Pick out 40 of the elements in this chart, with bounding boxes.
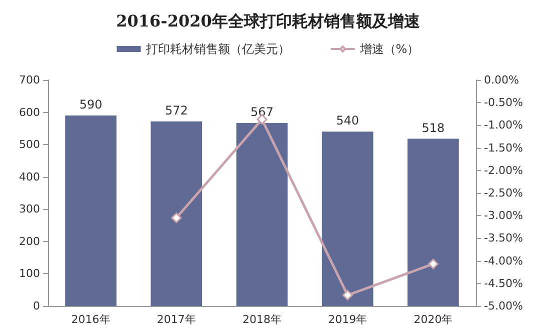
bar <box>150 121 202 306</box>
y2-tick-label: 0.00% <box>484 74 519 86</box>
x-tick-label: 2020年 <box>414 313 453 326</box>
point <box>342 290 353 300</box>
y2-tick-label: -4.50% <box>484 276 523 290</box>
x-tick-label: 2016年 <box>71 313 110 326</box>
y2-tick-label: -1.50% <box>484 141 523 154</box>
y-tick-label: 300 <box>19 202 40 216</box>
data-label: 540 <box>336 114 360 128</box>
bar <box>322 132 374 306</box>
point <box>428 258 438 270</box>
bar <box>408 138 459 306</box>
data-label: 572 <box>164 103 188 118</box>
y2-tick-label: -2.00% <box>484 164 523 177</box>
x-tick-label: 2017年 <box>156 313 196 326</box>
y2-tick-label: -5.00% <box>484 300 523 312</box>
data-label: 590 <box>79 98 102 112</box>
y-tick-label: 200 <box>19 234 40 248</box>
point <box>171 212 182 224</box>
x-tick-label: 2018年 <box>242 313 282 326</box>
x-tick-label: 2019年 <box>328 313 368 326</box>
data-label: 518 <box>422 120 445 135</box>
y-tick-label: 0 <box>33 300 40 312</box>
legend-label: 增速（%） <box>358 42 420 56</box>
chart-title: 2016-2020年全球打印耗材销售额及增速 <box>116 12 421 30</box>
y2-tick-label: -2.50% <box>484 186 523 200</box>
y-tick-label: 500 <box>19 138 40 152</box>
legend-label: 打印耗材销售额（亿美元） <box>144 42 290 56</box>
data-label: 567 <box>250 104 274 119</box>
y2-tick-label: -3.50% <box>484 232 523 245</box>
y2-tick-label: -3.00% <box>484 209 523 222</box>
y2-tick-label: -1.00% <box>484 118 523 132</box>
y-tick-label: 700 <box>19 74 40 86</box>
bar <box>236 122 288 306</box>
y-tick-label: 600 <box>19 106 40 119</box>
bar <box>65 116 116 306</box>
y-tick-label: 100 <box>19 267 40 280</box>
y2-tick-label: -4.00% <box>484 254 523 268</box>
y2-tick-label: -0.50% <box>484 96 523 110</box>
y-tick-label: 400 <box>19 170 40 184</box>
